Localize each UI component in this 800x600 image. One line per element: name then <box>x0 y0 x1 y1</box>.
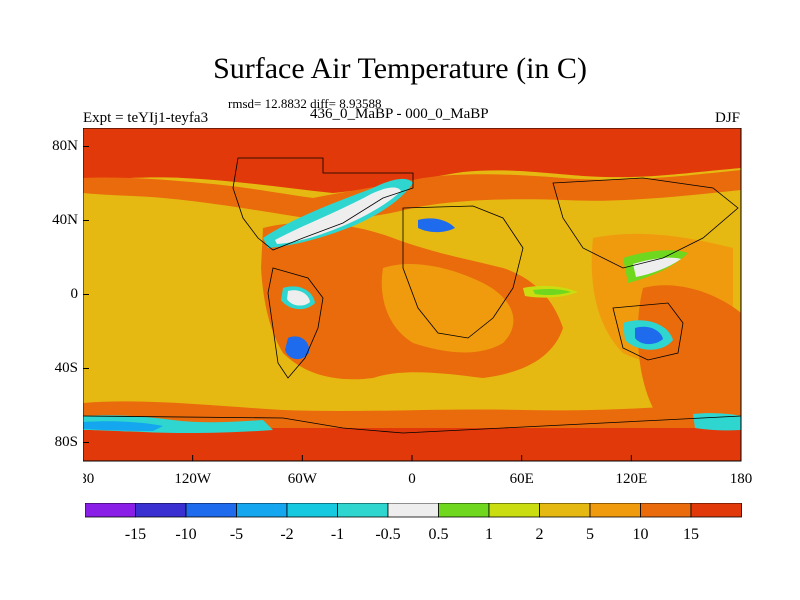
north-polar-warm <box>83 128 741 193</box>
x-axis: 180 120W 60W 0 60E 120E 180 <box>83 455 752 487</box>
colorbar-box <box>185 503 237 518</box>
rmsd-diff-stats: rmsd= 12.8832 diff= 8.93588 <box>228 96 382 111</box>
colorbar: -15 -10 -5 -2 -1 -0.5 0.5 1 2 5 10 15 <box>85 503 742 543</box>
colorbar-boxes <box>85 503 742 518</box>
north-midlat-band <box>83 170 741 220</box>
continent-outline-south <box>83 415 742 434</box>
equatorial-green-patch <box>533 288 571 296</box>
colorbar-box <box>387 503 439 518</box>
east-warm-region <box>637 285 741 432</box>
west-neutral-patch <box>287 290 310 306</box>
colorbar-label: 10 <box>633 526 649 543</box>
colorbar-label: 5 <box>586 526 594 543</box>
colorbar-box <box>640 503 692 518</box>
continent-outline-west <box>267 267 324 379</box>
colorbar-box <box>488 503 540 518</box>
x-tick-label: 180 <box>83 471 94 487</box>
south-polar-warm <box>83 428 741 461</box>
colorbar-label: 1 <box>485 526 493 543</box>
north-cold-patch <box>418 218 455 233</box>
x-tick-label: 120E <box>615 471 647 487</box>
continent-outline-central <box>402 205 524 339</box>
southeast-cool-strip <box>693 413 741 431</box>
colorbar-label: -15 <box>125 526 146 543</box>
season-label: DJF <box>714 110 740 126</box>
continent-outline-northeast <box>552 177 739 269</box>
x-tick-label: 120W <box>174 471 212 487</box>
colorbar-label: 0.5 <box>429 526 449 543</box>
colorbar-box <box>135 503 187 518</box>
colorbar-label: 2 <box>536 526 544 543</box>
colorbar-label: 15 <box>683 526 699 543</box>
continent-outline-north <box>232 157 414 251</box>
southeast-cold-patch <box>635 326 663 345</box>
colorbar-box <box>539 503 591 518</box>
colorbar-box <box>286 503 338 518</box>
colorbar-box <box>236 503 288 518</box>
x-tick-label: 60E <box>510 471 534 487</box>
y-tick-label: 40N <box>52 211 78 228</box>
colorbar-box <box>690 503 742 518</box>
central-orange-core <box>381 263 514 353</box>
y-tick-label: 40S <box>54 359 78 376</box>
colorbar-labels: -15 -10 -5 -2 -1 -0.5 0.5 1 2 5 10 15 <box>125 526 699 543</box>
map-field <box>83 128 742 461</box>
colorbar-label: -10 <box>175 526 196 543</box>
y-axis <box>83 146 89 443</box>
x-tick-label: 60W <box>288 471 318 487</box>
colorbar-box <box>337 503 389 518</box>
north-neutral-patch <box>275 187 401 244</box>
colorbar-label: -2 <box>280 526 293 543</box>
experiment-label: Expt = teYIj1-teyfa3 <box>83 110 209 126</box>
x-tick-label: 180 <box>730 471 753 487</box>
y-tick-label: 0 <box>70 285 79 302</box>
colorbar-label: -5 <box>230 526 243 543</box>
colorbar-box <box>438 503 490 518</box>
colorbar-box <box>589 503 641 518</box>
colorbar-box <box>85 503 136 518</box>
colorbar-label: -1 <box>331 526 344 543</box>
map-title: Surface Air Temperature (in C) <box>213 52 587 85</box>
west-cold-patch <box>285 336 310 360</box>
y-tick-label: 80S <box>54 433 78 450</box>
continent-outline-southeast <box>612 302 684 361</box>
temperature-map: 180 120W 60W 0 60E 120E 180 <box>83 128 752 487</box>
period-label: 436_0_MaBP - 000_0_MaBP <box>310 106 489 122</box>
colorbar-label: -0.5 <box>375 526 400 543</box>
x-tick-label: 0 <box>408 471 416 487</box>
y-tick-label: 80N <box>52 137 78 154</box>
southern-cold-strip <box>83 421 163 431</box>
